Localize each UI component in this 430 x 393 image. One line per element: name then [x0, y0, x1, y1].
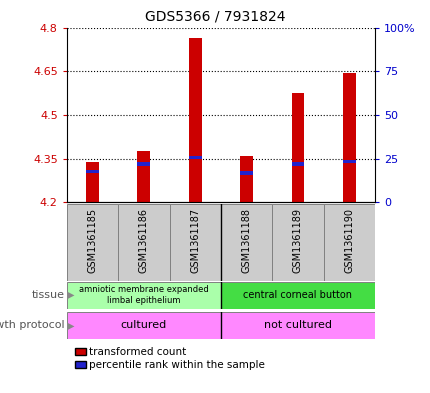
FancyBboxPatch shape — [118, 204, 169, 281]
Bar — [342, 160, 355, 163]
Text: GDS5366 / 7931824: GDS5366 / 7931824 — [145, 10, 285, 24]
Bar — [86, 162, 98, 202]
Text: cultured: cultured — [120, 320, 166, 331]
Text: GSM1361189: GSM1361189 — [292, 208, 302, 273]
Text: ▶: ▶ — [67, 320, 74, 331]
Text: GSM1361185: GSM1361185 — [87, 208, 97, 273]
Text: not cultured: not cultured — [263, 320, 331, 331]
Text: GSM1361190: GSM1361190 — [344, 208, 353, 273]
FancyBboxPatch shape — [220, 282, 374, 309]
Bar — [86, 170, 98, 173]
Bar — [188, 38, 201, 202]
Bar — [188, 156, 201, 159]
Text: GSM1361186: GSM1361186 — [138, 208, 148, 273]
FancyBboxPatch shape — [169, 204, 220, 281]
Text: GSM1361187: GSM1361187 — [190, 208, 200, 273]
Bar — [291, 93, 304, 202]
FancyBboxPatch shape — [272, 204, 323, 281]
Text: growth protocol: growth protocol — [0, 320, 64, 331]
Text: GSM1361188: GSM1361188 — [241, 208, 251, 273]
Bar — [342, 73, 355, 202]
Bar — [137, 162, 150, 166]
Text: tissue: tissue — [31, 290, 64, 300]
Text: ▶: ▶ — [67, 290, 74, 300]
FancyBboxPatch shape — [67, 204, 118, 281]
Bar — [137, 151, 150, 202]
FancyBboxPatch shape — [323, 204, 374, 281]
Bar — [291, 162, 304, 166]
FancyBboxPatch shape — [220, 312, 374, 339]
Text: amniotic membrane expanded
limbal epithelium: amniotic membrane expanded limbal epithe… — [79, 285, 208, 305]
Text: transformed count: transformed count — [89, 347, 186, 357]
Text: percentile rank within the sample: percentile rank within the sample — [89, 360, 264, 370]
FancyBboxPatch shape — [67, 312, 220, 339]
Bar — [240, 171, 252, 175]
FancyBboxPatch shape — [67, 282, 220, 309]
Bar — [240, 156, 252, 202]
FancyBboxPatch shape — [220, 204, 272, 281]
Text: central corneal button: central corneal button — [243, 290, 352, 300]
